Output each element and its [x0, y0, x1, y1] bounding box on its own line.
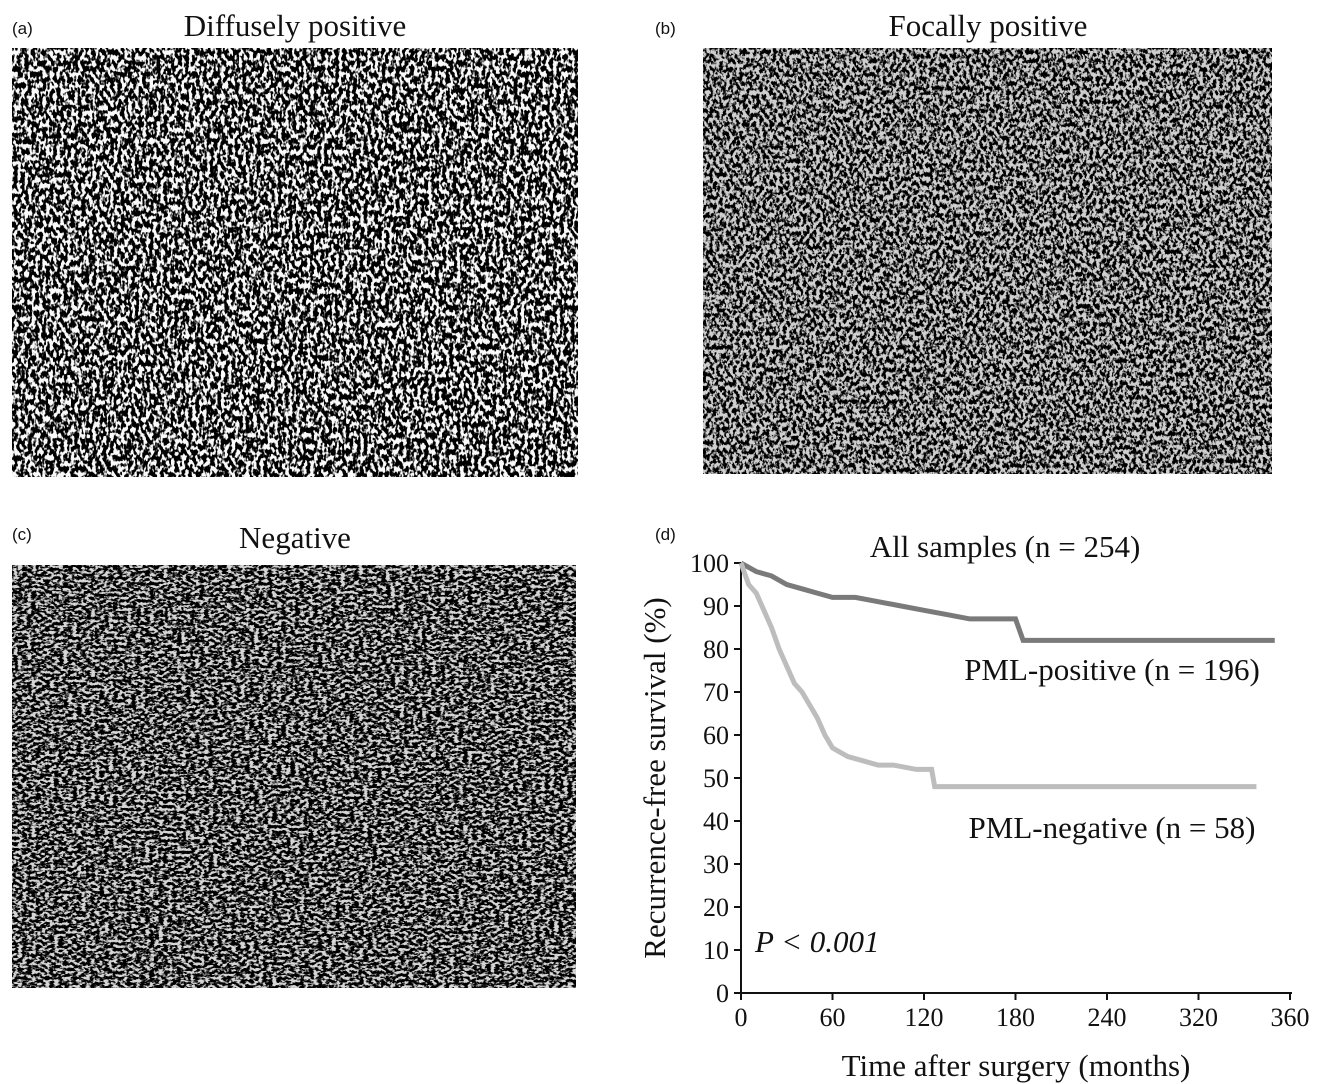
survival-curve — [739, 560, 1275, 643]
x-tick-label: 320 — [1179, 1003, 1218, 1032]
y-tick-label: 70 — [703, 678, 729, 707]
legend-label: PML-positive (n = 196) — [964, 652, 1260, 687]
y-tick-label: 40 — [703, 807, 729, 836]
x-tick-label: 0 — [735, 1003, 748, 1032]
panel-label: (d) — [655, 525, 676, 544]
y-tick-label: 80 — [703, 635, 729, 664]
panel-title: Negative — [239, 520, 351, 555]
micrograph-texture — [12, 565, 576, 988]
y-axis-label: Recurrence-free survival (%) — [637, 597, 672, 958]
panel-label: (b) — [655, 19, 676, 38]
panel-label: (c) — [12, 525, 32, 544]
annotation: P < 0.001 — [754, 924, 880, 959]
chart-title: All samples (n = 254) — [870, 529, 1141, 564]
y-tick-label: 50 — [703, 764, 729, 793]
x-tick-label: 240 — [1088, 1003, 1127, 1032]
y-tick-label: 30 — [703, 850, 729, 879]
x-tick-label: 180 — [996, 1003, 1035, 1032]
y-tick-label: 20 — [703, 893, 729, 922]
x-tick-label: 60 — [820, 1003, 846, 1032]
panel-title: Focally positive — [889, 8, 1088, 43]
y-tick-label: 90 — [703, 592, 729, 621]
x-tick-label: 120 — [905, 1003, 944, 1032]
x-axis-label: Time after surgery (months) — [842, 1048, 1191, 1083]
y-tick-label: 100 — [690, 549, 729, 578]
panel-title: Diffusely positive — [184, 8, 406, 43]
y-tick-label: 60 — [703, 721, 729, 750]
x-tick-label: 360 — [1271, 1003, 1310, 1032]
survival-curve — [738, 562, 1257, 790]
y-tick-label: 0 — [716, 979, 729, 1008]
y-tick-label: 10 — [703, 936, 729, 965]
micrograph-texture — [12, 48, 578, 477]
panel-label: (a) — [12, 19, 33, 38]
micrograph-texture — [703, 48, 1272, 474]
legend-label: PML-negative (n = 58) — [969, 810, 1256, 845]
